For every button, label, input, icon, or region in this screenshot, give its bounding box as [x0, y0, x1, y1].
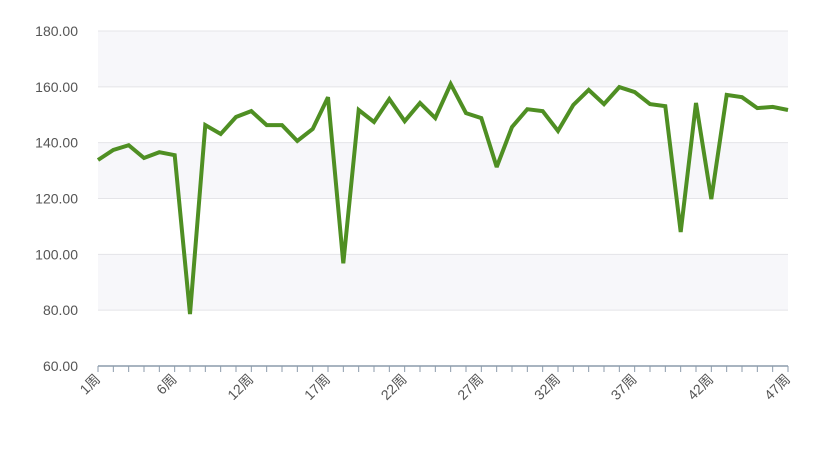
x-tick-label: 17周: [301, 371, 333, 403]
y-tick-label: 60.00: [43, 358, 78, 374]
x-tick-label: 37周: [608, 371, 640, 403]
y-axis: 60.00 80.00 100.00 120.00 140.00 160.00 180.00: [35, 23, 78, 374]
y-tick-label: 120.00: [35, 191, 78, 207]
y-tick-label: 140.00: [35, 135, 78, 151]
data-line: [96, 79, 789, 315]
gridlines: [98, 30, 788, 311]
x-tick-label: 22周: [378, 371, 410, 403]
x-tick-label: 32周: [531, 371, 563, 403]
x-tick-label: 42周: [684, 371, 716, 403]
y-tick-label: 80.00: [43, 302, 78, 318]
y-tick-label: 180.00: [35, 23, 78, 39]
x-tick-label: 6周: [153, 371, 180, 398]
plot-band: [98, 31, 788, 87]
series-line: [96, 79, 789, 315]
x-tick-label: 12周: [224, 371, 256, 403]
x-tick-label: 47周: [761, 371, 793, 403]
y-tick-label: 160.00: [35, 79, 78, 95]
plot-band: [98, 254, 788, 311]
x-tick-label: 27周: [454, 371, 486, 403]
x-axis: 1周 6周 12周 17周 22周 27周 32周 37周 42周 47周: [76, 365, 793, 403]
y-tick-label: 100.00: [35, 246, 78, 262]
x-tick-label: 1周: [76, 371, 103, 398]
